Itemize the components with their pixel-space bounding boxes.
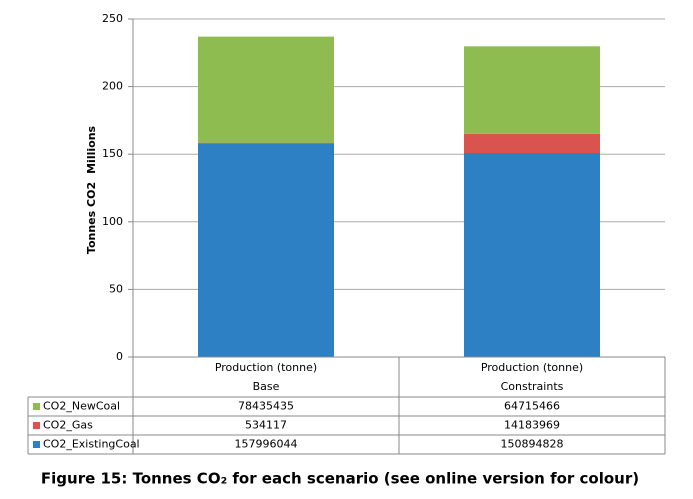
table-value: 157996044 bbox=[235, 438, 298, 451]
table-value: 150894828 bbox=[501, 438, 564, 451]
y-tick-label: 0 bbox=[116, 350, 123, 363]
bar-segment bbox=[198, 142, 334, 144]
y-unit: Millions bbox=[85, 125, 98, 173]
bar-segment bbox=[198, 36, 334, 143]
y-tick-label: 250 bbox=[102, 12, 123, 25]
legend-swatch bbox=[33, 441, 40, 448]
chart-title: Figure 15: Tonnes CO₂ for each scenario … bbox=[41, 470, 639, 488]
y-tick-label: 100 bbox=[102, 215, 123, 228]
legend-swatch bbox=[33, 403, 40, 410]
x-tick-label: Constraints bbox=[501, 380, 564, 393]
x-tick-label: Base bbox=[253, 380, 280, 393]
table-value: 64715466 bbox=[504, 400, 560, 413]
legend-label: CO2_ExistingCoal bbox=[43, 438, 140, 451]
legend-label: CO2_NewCoal bbox=[43, 400, 120, 413]
y-label: Tonnes CO2 bbox=[85, 182, 98, 254]
y-axis-label: Tonnes CO2 Millions bbox=[85, 125, 98, 254]
table-value: 78435435 bbox=[238, 400, 294, 413]
legend-swatch bbox=[33, 422, 40, 429]
y-tick-label: 150 bbox=[102, 147, 123, 160]
y-tick-label: 200 bbox=[102, 80, 123, 93]
y-tick-label: 50 bbox=[109, 282, 123, 295]
bar-segment bbox=[464, 133, 600, 153]
bar-segment bbox=[464, 152, 600, 357]
bar-segment bbox=[464, 46, 600, 134]
table-value: 534117 bbox=[245, 419, 287, 432]
category-group-label: Production (tonne) bbox=[481, 361, 583, 374]
table-value: 14183969 bbox=[504, 419, 560, 432]
category-group-label: Production (tonne) bbox=[215, 361, 317, 374]
bar-segment bbox=[198, 143, 334, 357]
legend-label: CO2_Gas bbox=[43, 419, 93, 432]
